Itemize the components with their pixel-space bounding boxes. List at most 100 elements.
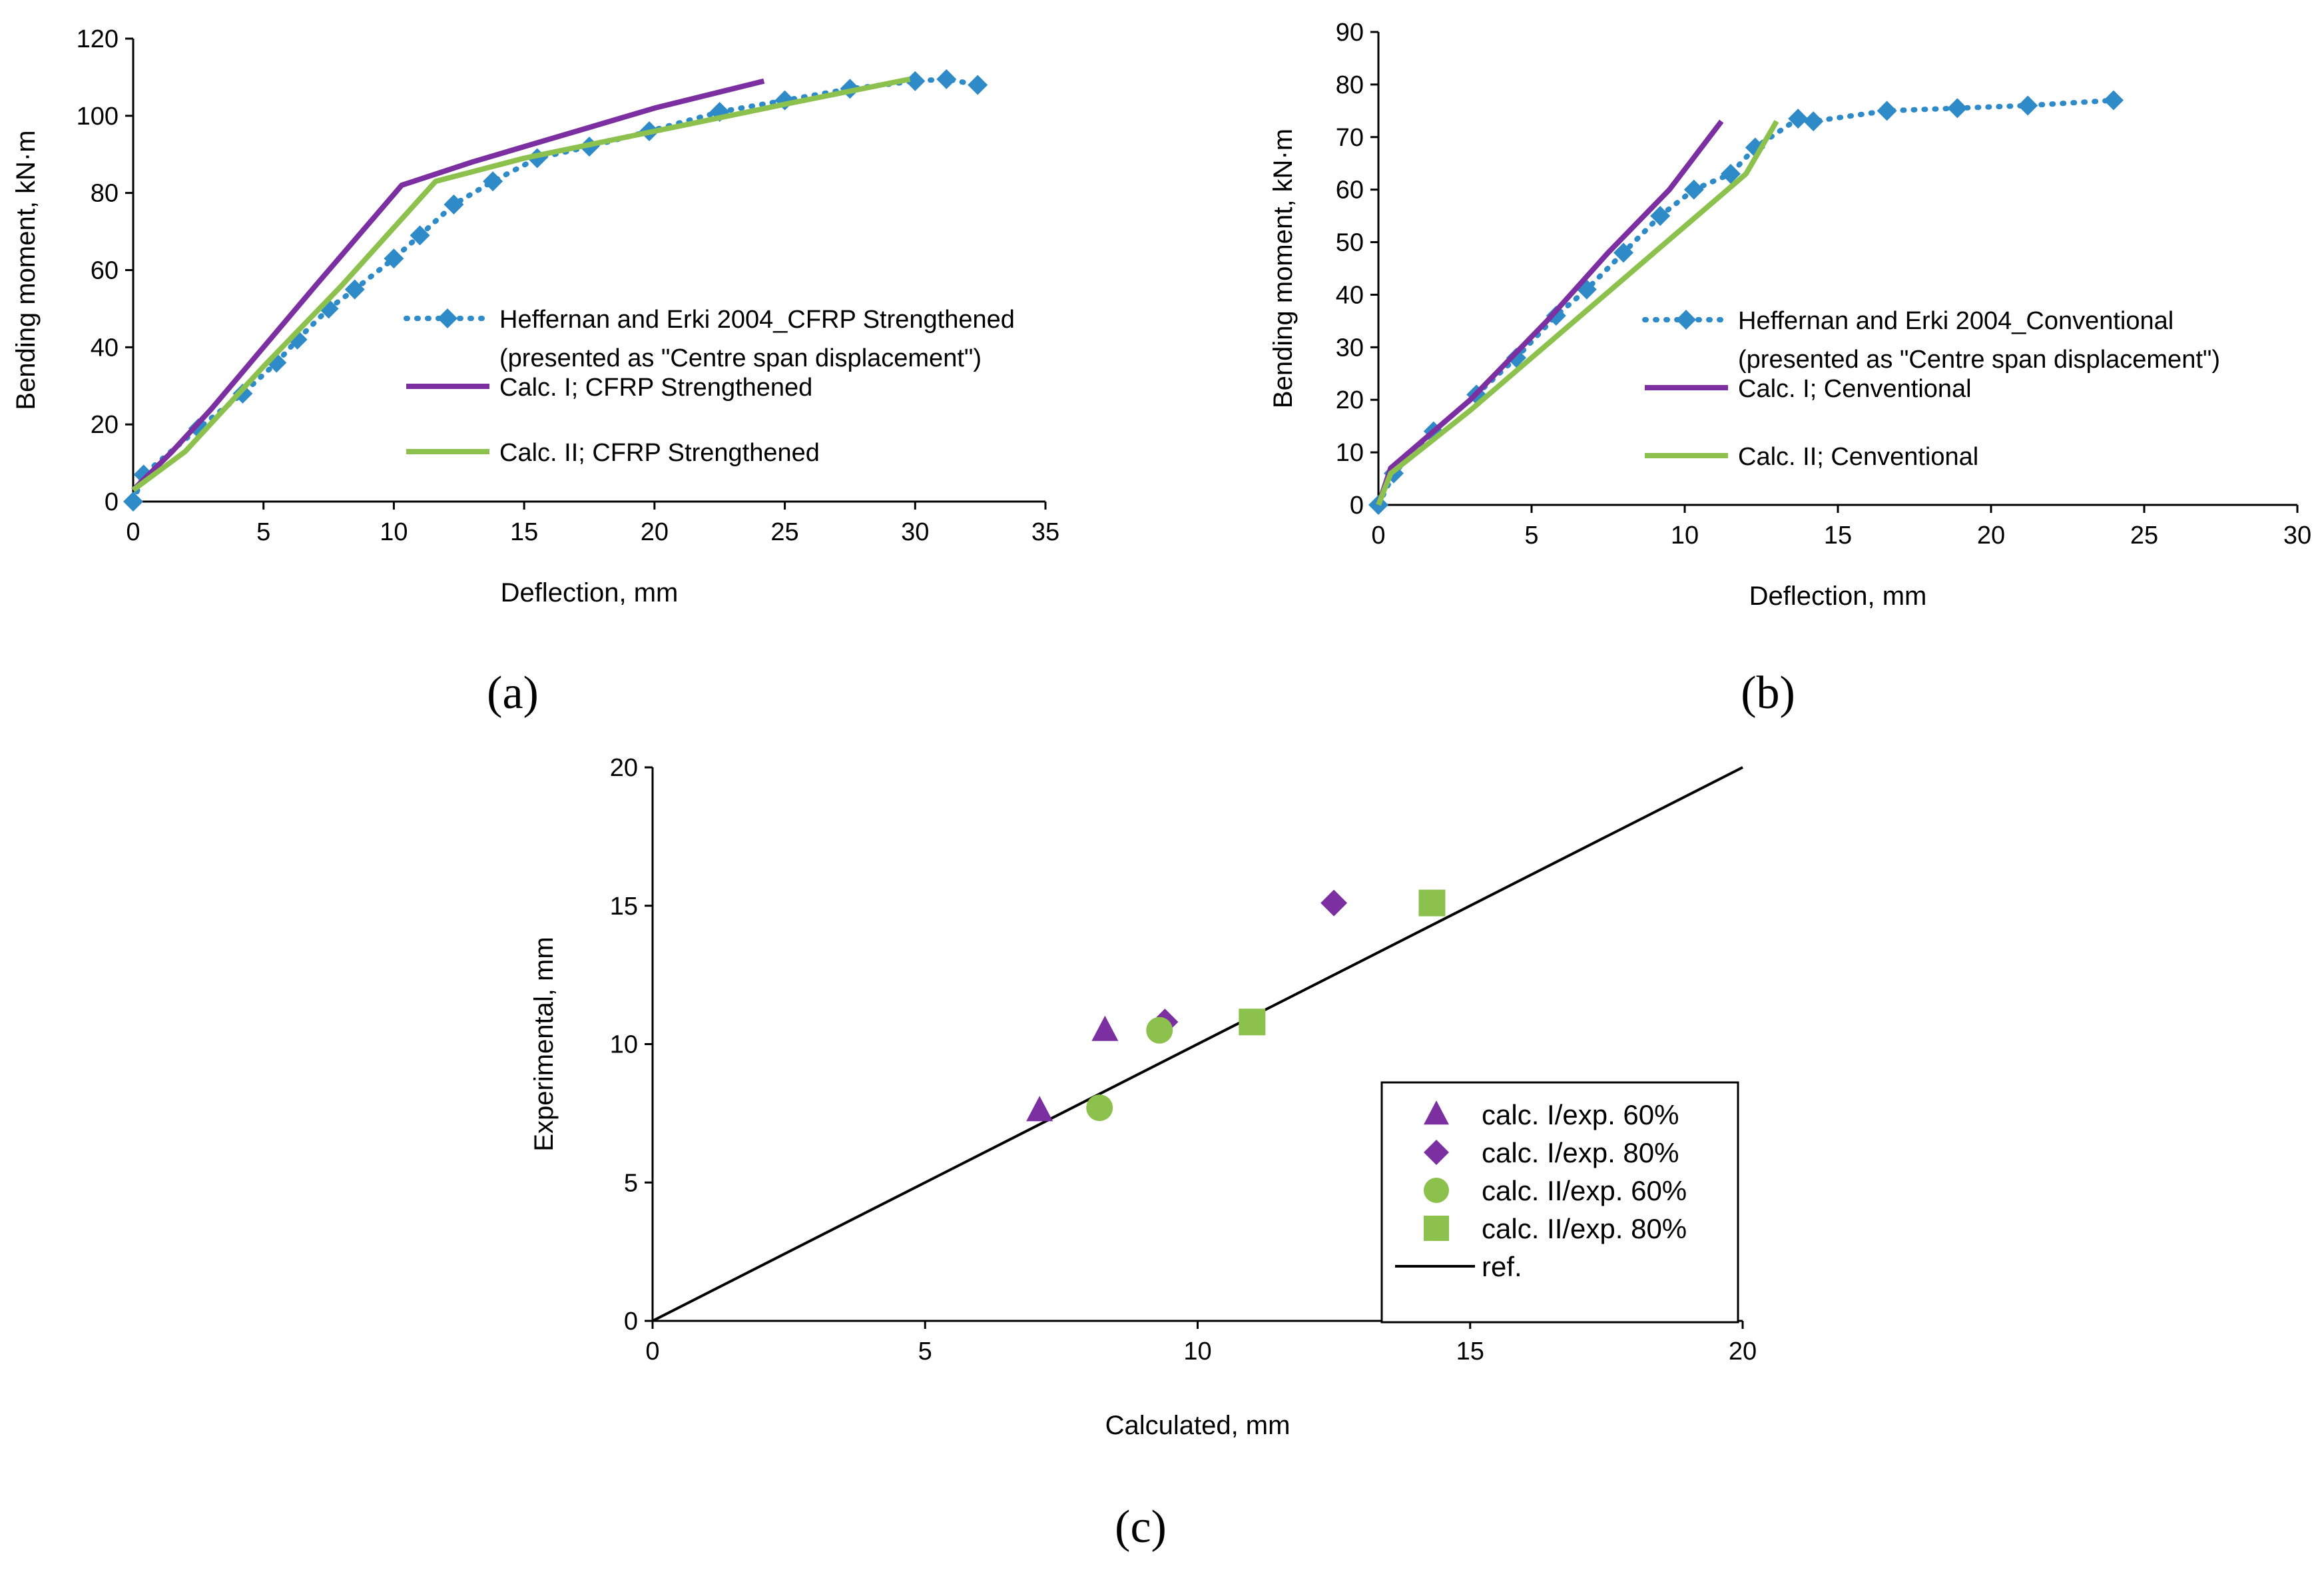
legend-label: Calc. II; Cenventional (1738, 443, 1978, 471)
data-point-experimental (483, 171, 503, 192)
y-tick-label: 0 (624, 1308, 638, 1336)
data-point-experimental (1650, 206, 1671, 226)
y-tick-label: 0 (105, 488, 119, 516)
data-point-experimental (123, 492, 143, 512)
x-axis-title: Calculated, mm (1105, 1411, 1291, 1440)
legend-label-line2: (presented as "Centre span displacement"… (499, 344, 982, 372)
data-point-experimental (2018, 95, 2038, 116)
y-tick-label: 40 (1336, 281, 1364, 309)
y-tick-label: 50 (1336, 229, 1364, 257)
series-line-calc2 (1376, 120, 1779, 506)
y-axis-title: Bending moment, kN·m (1269, 129, 1298, 408)
x-tick-label: 0 (645, 1338, 659, 1366)
panel-label-b: (b) (1741, 667, 1795, 719)
y-tick-label: 15 (610, 893, 638, 921)
legend-label: calc. II/exp. 80% (1482, 1213, 1687, 1244)
legend-label: Calc. I; Cenventional (1738, 375, 1972, 403)
y-tick-label: 90 (1336, 19, 1364, 47)
series-line-calc2 (131, 76, 911, 492)
legend-label: calc. I/exp. 60% (1482, 1099, 1679, 1130)
x-tick-label: 15 (510, 518, 538, 546)
x-tick-label: 5 (256, 518, 270, 546)
legend-label: Heffernan and Erki 2004_CFRP Strengthene… (499, 306, 1015, 334)
data-point-experimental (2104, 90, 2124, 111)
x-tick-label: 20 (1729, 1338, 1757, 1366)
data-point-experimental (1506, 348, 1526, 368)
legend-label: calc. II/exp. 60% (1482, 1175, 1687, 1206)
data-point-experimental (232, 383, 253, 404)
y-tick-label: 80 (1336, 71, 1364, 99)
x-tick-label: 30 (2283, 522, 2311, 550)
data-point-experimental (1721, 164, 1741, 184)
y-tick-label: 60 (1336, 177, 1364, 204)
y-tick-label: 10 (610, 1031, 638, 1059)
x-tick-label: 20 (641, 518, 669, 546)
y-tick-label: 60 (91, 257, 119, 285)
data-point-experimental (1546, 306, 1566, 326)
y-tick-label: 70 (1336, 124, 1364, 152)
series-line-calc1 (131, 78, 765, 492)
panel-label-a: (a) (487, 667, 539, 719)
x-tick-label: 25 (770, 518, 798, 546)
x-axis-title: Deflection, mm (501, 578, 679, 607)
legend-label: Calc. I; CFRP Strengthened (499, 374, 812, 402)
x-tick-label: 0 (1371, 522, 1385, 550)
x-axis-title: Deflection, mm (1749, 582, 1927, 611)
x-tick-label: 35 (1031, 518, 1059, 546)
x-tick-label: 25 (2130, 522, 2158, 550)
y-tick-label: 30 (1336, 334, 1364, 362)
y-tick-label: 120 (77, 25, 119, 53)
y-tick-label: 5 (624, 1169, 638, 1197)
x-tick-label: 20 (1977, 522, 2005, 550)
x-tick-label: 5 (918, 1338, 932, 1366)
data-point-triangle (1026, 1096, 1053, 1122)
y-tick-label: 40 (91, 334, 119, 362)
panel-label-c: (c) (1115, 1501, 1167, 1553)
data-point-experimental (1683, 179, 1704, 200)
y-tick-label: 20 (1336, 386, 1364, 414)
x-tick-label: 15 (1824, 522, 1852, 550)
data-point-experimental (443, 195, 464, 215)
y-tick-label: 100 (77, 103, 119, 131)
data-point-circle (1146, 1016, 1173, 1044)
x-tick-label: 30 (901, 518, 929, 546)
x-tick-label: 10 (1183, 1338, 1211, 1366)
y-tick-label: 80 (91, 180, 119, 208)
legend-marker-square (1424, 1216, 1449, 1241)
x-tick-label: 0 (126, 518, 140, 546)
y-axis-title: Experimental, mm (529, 937, 559, 1151)
data-point-experimental (1788, 109, 1809, 129)
y-tick-label: 20 (91, 411, 119, 439)
data-point-experimental (1877, 101, 1897, 121)
data-point-experimental (905, 71, 926, 91)
data-point-experimental (344, 279, 365, 300)
chart-c: 0 5 10 15 20 0 5 10 15 20 Calculated, mm Experiment… (529, 754, 1757, 1440)
y-tick-label: 20 (610, 754, 638, 782)
legend-label: Heffernan and Erki 2004_Conventional (1738, 307, 2174, 335)
data-point-circle (1086, 1094, 1113, 1122)
series-line-calc1 (1376, 119, 1724, 506)
legend-label-line2: (presented as "Centre span displacement"… (1738, 346, 2220, 374)
data-point-diamond (1320, 889, 1348, 917)
legend-marker-diamond (1424, 1140, 1449, 1165)
data-point-experimental (410, 225, 430, 246)
y-tick-label: 10 (1336, 439, 1364, 467)
x-tick-label: 15 (1456, 1338, 1484, 1366)
reference-line (652, 766, 1743, 1322)
chart-a: 0 5 10 15 20 25 30 35 0 20 40 60 80 100 120 Deflection,… (11, 25, 1059, 607)
x-tick-label: 5 (1524, 522, 1538, 550)
data-point-experimental (1613, 242, 1633, 263)
chart-b: 0 5 10 15 20 25 30 0 10 20 30 40 50 60 70 80 90 Deflectio… (1269, 19, 2311, 611)
legend-marker-triangle (1424, 1100, 1449, 1125)
legend-label: ref. (1482, 1251, 1522, 1282)
legend-label: Calc. II; CFRP Strengthened (499, 439, 820, 467)
legend-marker-experimental (1676, 310, 1696, 330)
data-point-experimental (968, 75, 988, 95)
y-axis-title: Bending moment, kN·m (11, 130, 41, 410)
data-point-square (1239, 1008, 1266, 1036)
legend-marker-circle (1424, 1178, 1449, 1203)
data-point-square (1418, 889, 1446, 917)
data-point-experimental (384, 248, 404, 269)
x-tick-label: 10 (380, 518, 408, 546)
